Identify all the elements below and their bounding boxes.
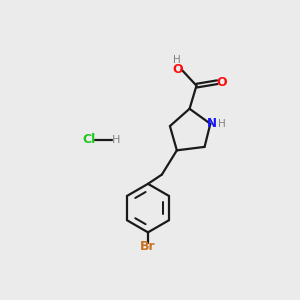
Text: N: N (207, 117, 217, 130)
Text: H: H (218, 119, 226, 129)
Text: Br: Br (140, 240, 156, 254)
Text: O: O (172, 63, 183, 76)
Text: O: O (216, 76, 227, 89)
Text: Cl: Cl (82, 134, 96, 146)
Text: H: H (173, 55, 181, 65)
Text: H: H (111, 135, 120, 145)
